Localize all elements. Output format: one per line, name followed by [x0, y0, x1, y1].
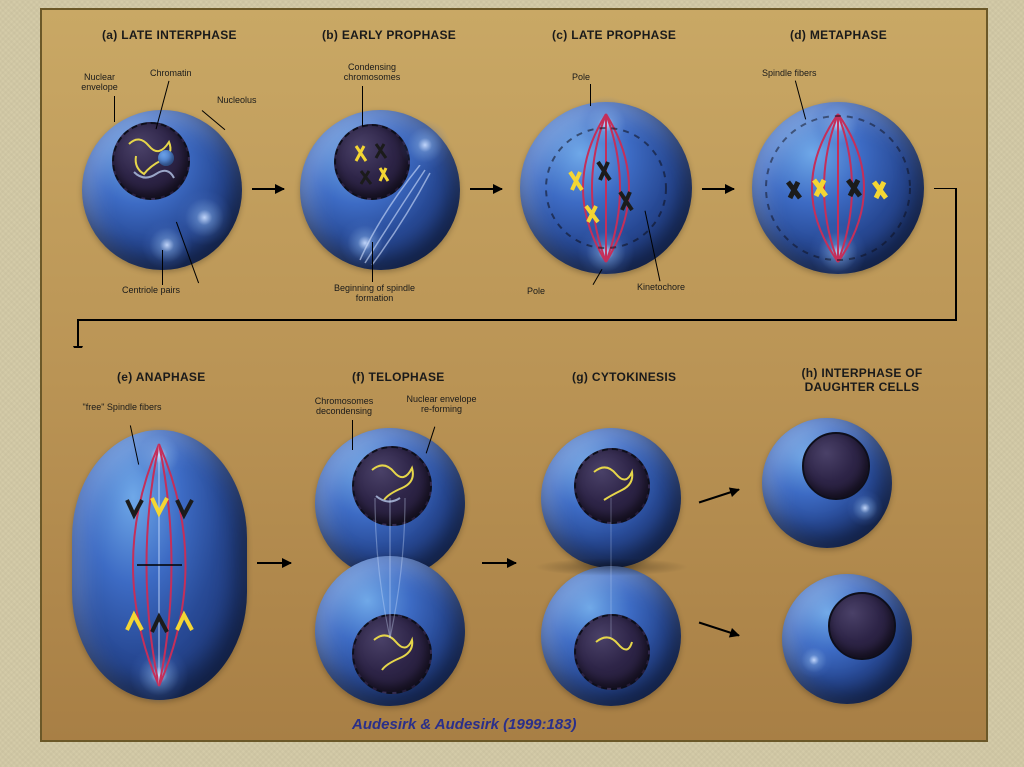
label-spindle-fibers: Spindle fibers — [762, 68, 817, 78]
arrow-e-f — [257, 562, 291, 564]
phase-title-b: (b) EARLY PROPHASE — [322, 28, 456, 42]
label-pole-top: Pole — [572, 72, 590, 82]
phase-title-g: (g) CYTOKINESIS — [572, 370, 676, 384]
cell-telophase — [310, 428, 470, 706]
phase-title-h: (h) INTERPHASE OF DAUGHTER CELLS — [782, 366, 942, 394]
spindle-anaphase — [72, 430, 247, 700]
label-nuclear-envelope: Nuclear envelope — [72, 72, 127, 93]
cell-anaphase — [72, 430, 247, 700]
cell-cytokinesis — [534, 428, 689, 706]
flow-connector — [72, 188, 962, 348]
nucleolus — [158, 150, 174, 166]
chromatin-squiggle — [114, 124, 188, 198]
phase-title-f: (f) TELOPHASE — [352, 370, 445, 384]
label-chromatin: Chromatin — [150, 68, 192, 78]
arrow-f-g — [482, 562, 516, 564]
daughter-cell-bottom — [782, 574, 912, 704]
label-nucleolus: Nucleolus — [217, 95, 257, 105]
credit-text: Audesirk & Audesirk (1999:183) — [352, 716, 577, 733]
phase-title-e: (e) ANAPHASE — [117, 370, 206, 384]
phase-title-a: (a) LATE INTERPHASE — [102, 28, 237, 42]
phase-title-c: (c) LATE PROPHASE — [552, 28, 676, 42]
label-condensing: Condensing chromosomes — [332, 62, 412, 83]
phase-title-d: (d) METAPHASE — [790, 28, 887, 42]
arrow-g-h-bottom — [699, 622, 740, 637]
mitosis-diagram: (a) LATE INTERPHASE (b) EARLY PROPHASE (… — [40, 8, 988, 742]
label-envelope-reforming: Nuclear envelope re-forming — [404, 394, 479, 415]
label-decondensing: Chromosomes decondensing — [300, 396, 388, 417]
aster-top — [400, 120, 450, 170]
arrow-g-h-top — [699, 489, 740, 504]
daughter-cell-top — [762, 418, 892, 548]
label-free-spindle: "free" Spindle fibers — [82, 402, 162, 412]
